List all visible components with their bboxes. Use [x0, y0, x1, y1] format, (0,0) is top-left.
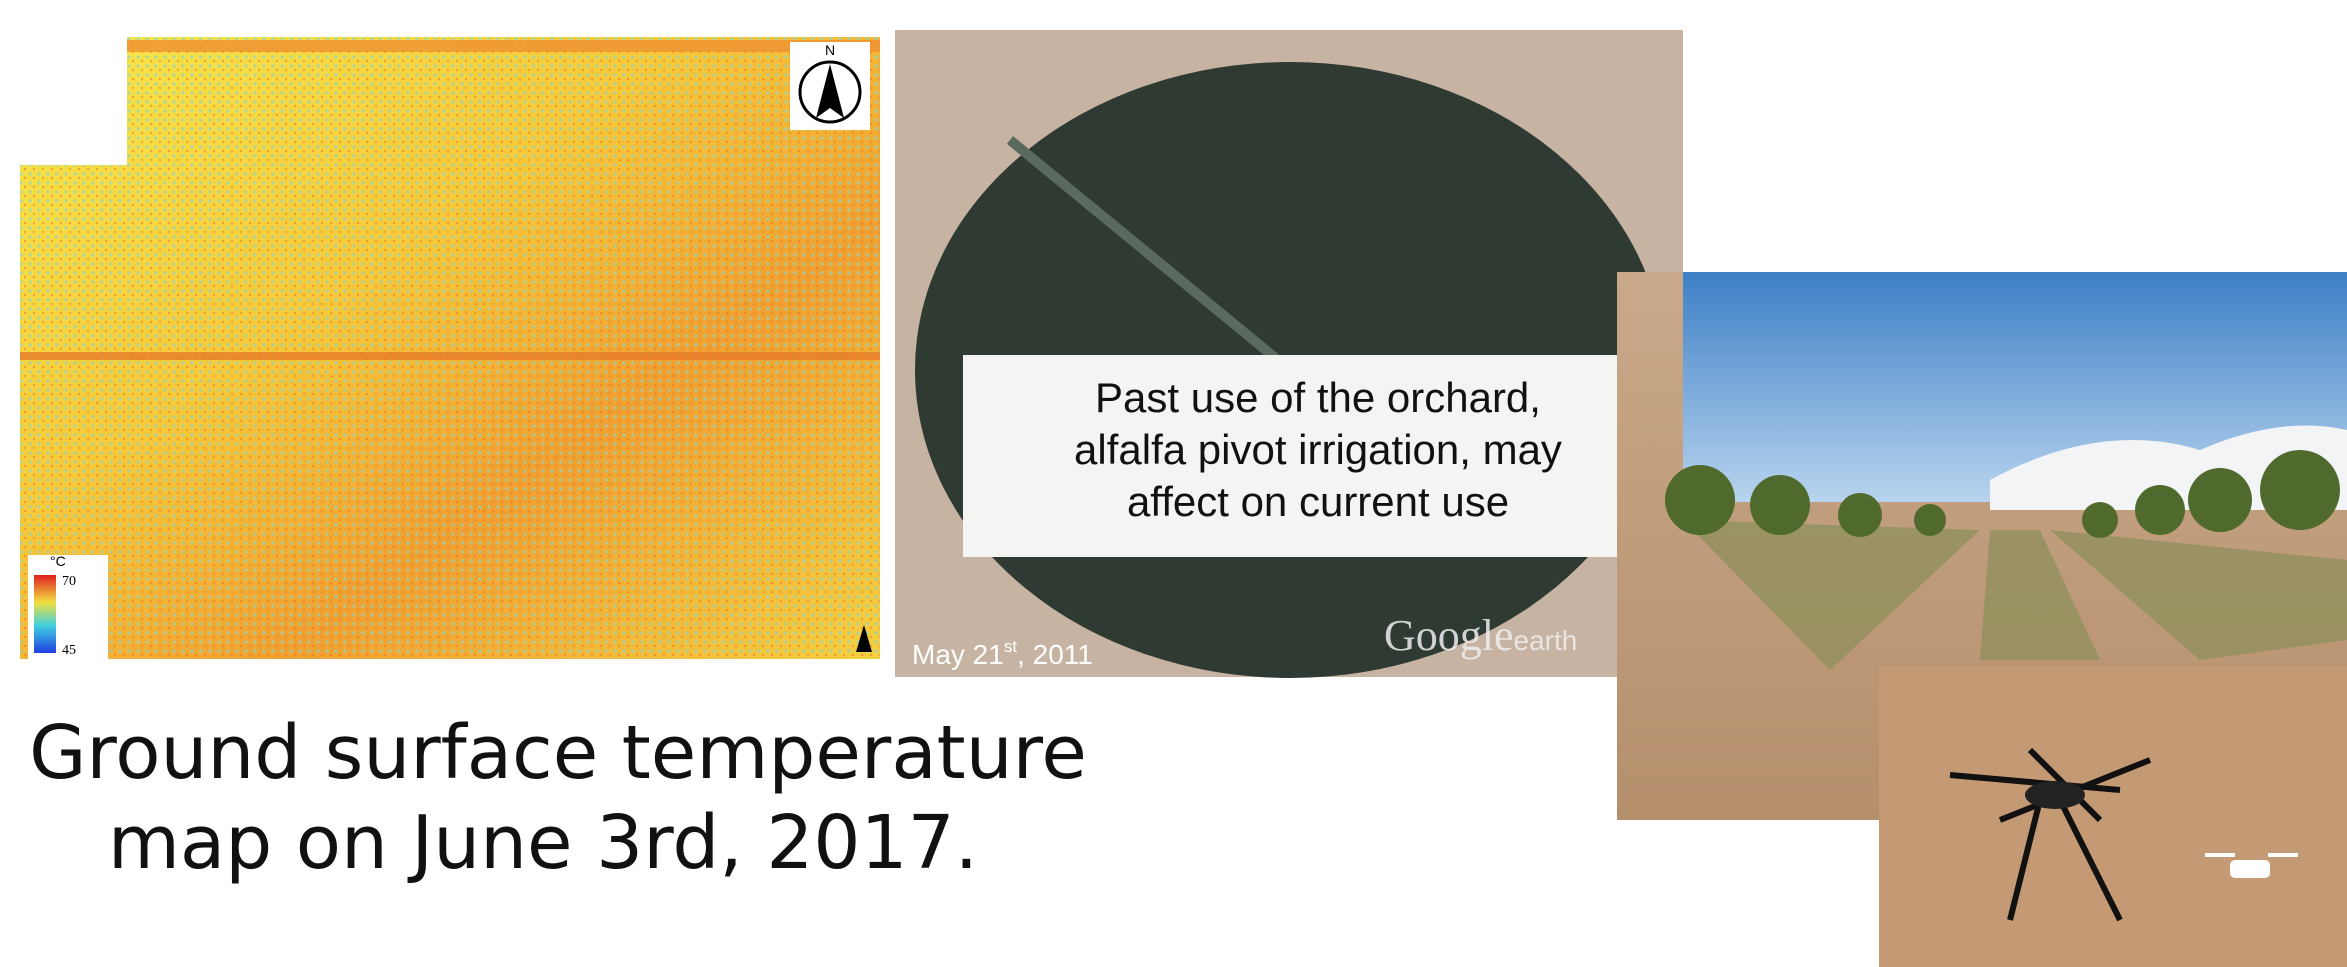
- drone-ground: [1879, 666, 2347, 967]
- row-band: [20, 352, 880, 360]
- watermark-main: Google: [1384, 611, 1514, 660]
- satellite-caption: affect on current use: [1127, 478, 1509, 525]
- clouds: [1990, 425, 2347, 510]
- legend-bar: [34, 575, 56, 653]
- drone-photo: [1879, 666, 2347, 967]
- satellite-caption: Past use of the orchard,: [1095, 374, 1541, 421]
- watermark: Googleearth: [1384, 611, 1577, 660]
- tree-row: [2050, 530, 2347, 660]
- pivot-track: [1006, 136, 1294, 374]
- caption: map on June 3rd, 2017.: [108, 800, 978, 886]
- satellite-image: Past use of the orchard, alfalfa pivot i…: [895, 30, 1683, 678]
- edge-band: [127, 40, 880, 52]
- date-suffix: st: [1004, 637, 1018, 656]
- caption: Ground surface temperature: [29, 710, 1087, 796]
- north-arrow: [816, 64, 844, 118]
- north-circle: [798, 60, 862, 124]
- date: May 21: [912, 639, 1004, 670]
- drone-body: [2025, 781, 2085, 809]
- thermal-map: N °C 70 45: [20, 37, 880, 659]
- trees: [1665, 450, 2340, 538]
- image-date: May 21st, 2011: [912, 637, 1093, 670]
- tree-row: [1683, 520, 1980, 670]
- tree-row: [1980, 530, 2100, 660]
- legend-max: 70: [62, 574, 76, 589]
- north-label: N: [825, 42, 835, 58]
- legend-unit: °C: [50, 553, 66, 569]
- legend-min: 45: [62, 643, 76, 658]
- satellite-caption: alfalfa pivot irrigation, may: [1074, 426, 1562, 473]
- date-year: , 2011: [1017, 639, 1093, 670]
- small-arrow: [856, 625, 872, 652]
- watermark-suffix: earth: [1514, 625, 1578, 656]
- small-drone: [2205, 853, 2298, 878]
- caption-box: [963, 355, 1672, 557]
- heat-texture: [20, 37, 880, 659]
